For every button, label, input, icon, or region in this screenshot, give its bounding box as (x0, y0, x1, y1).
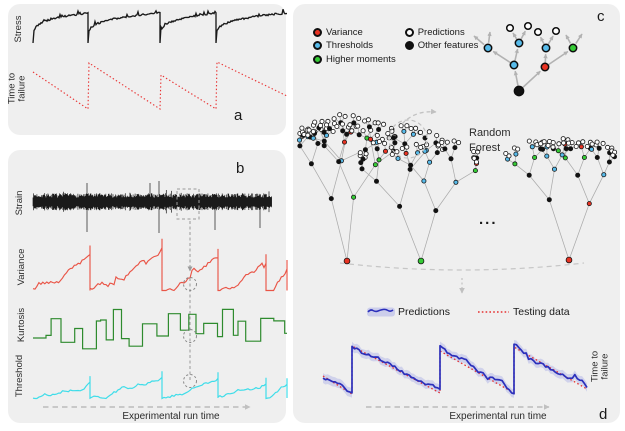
panel-a (8, 4, 286, 135)
legend-item-variance: Variance (313, 26, 396, 38)
run-time-axis-label-d: Experimental run time (449, 411, 547, 422)
other-features-node-icon (404, 41, 414, 50)
stress-axis-label: Stress (13, 15, 24, 43)
feature-legend: Variance Thresholds Higher moments Predi… (313, 26, 479, 65)
strain-signal (32, 181, 272, 233)
threshold-axis-label: Threshold (14, 354, 25, 398)
legend-label: Variance (326, 26, 363, 38)
d-legend-swatches (367, 307, 509, 317)
forest-ellipsis: ... (479, 211, 498, 228)
legend-label: Higher moments (326, 53, 396, 65)
time-to-failure-axis-label-d: Time to failure (589, 350, 611, 383)
threshold-curve (32, 371, 288, 400)
stress-curve (32, 9, 287, 44)
panel-c-letter: c (597, 8, 605, 25)
random-forest (296, 112, 618, 265)
strain-axis-label: Strain (14, 190, 25, 216)
feature-legend-col1: Variance Thresholds Higher moments (313, 26, 396, 65)
legend-item-higher-moments: Higher moments (313, 53, 396, 65)
panel-a-letter: a (234, 107, 243, 124)
panel-b-letter: b (236, 160, 245, 177)
predictions-plot (322, 340, 588, 398)
random-forest-label: Random Forest (469, 127, 511, 154)
panel-d-letter: d (599, 406, 608, 423)
predictions-legend-label: Predictions (398, 306, 450, 318)
feature-legend-col2: Predictions Other features (404, 26, 479, 64)
time-to-failure-axis-label-a: Time to failure (6, 72, 28, 105)
threshold-node-icon (313, 41, 322, 50)
variance-node-icon (313, 27, 322, 37)
forest-flow-arrows (339, 108, 585, 294)
legend-label: Predictions (417, 26, 465, 38)
example-tree (473, 21, 583, 97)
legend-label: Thresholds (326, 40, 373, 51)
time-to-failure-sawtooth (32, 61, 288, 111)
legend-item-predictions: Predictions (404, 26, 479, 38)
higher-moments-node-icon (313, 54, 322, 64)
prediction-node-icon (404, 27, 414, 37)
legend-item-other-features: Other features (404, 40, 479, 51)
legend-item-thresholds: Thresholds (313, 40, 396, 51)
variance-axis-label: Variance (16, 248, 27, 286)
testing-data-legend-label: Testing data (513, 306, 570, 318)
run-time-axis-label-b: Experimental run time (122, 411, 220, 422)
kurtosis-curve (33, 308, 287, 350)
variance-curve (32, 238, 288, 292)
legend-label: Other features (417, 40, 479, 51)
inspect-selection (176, 188, 200, 388)
